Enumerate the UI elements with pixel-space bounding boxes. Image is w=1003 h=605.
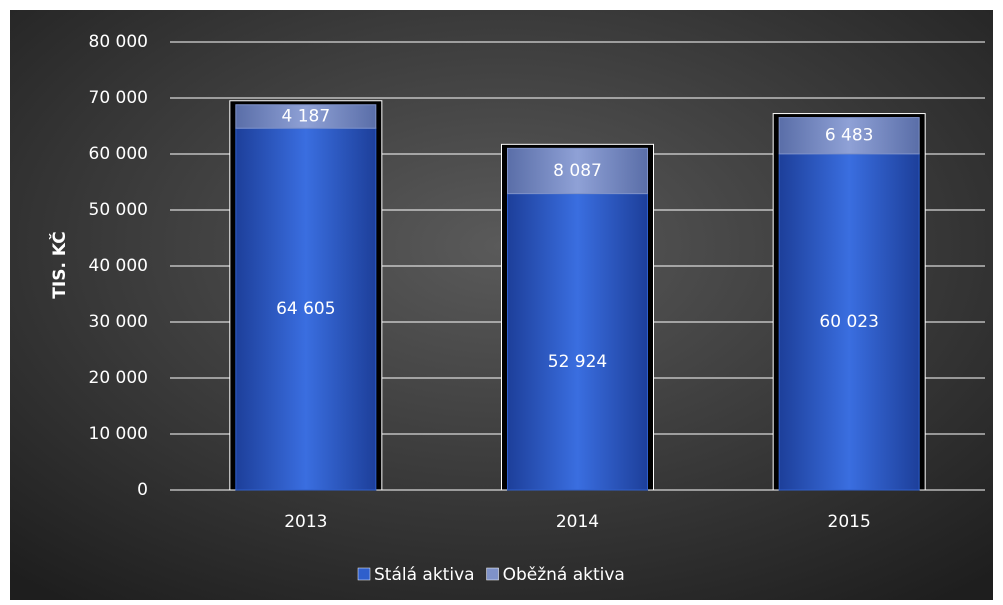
y-tick-label: 40 000 — [89, 256, 148, 276]
y-tick-label: 10 000 — [89, 424, 148, 444]
y-tick-label: 60 000 — [89, 144, 148, 164]
y-tick-label: 80 000 — [89, 32, 148, 52]
data-label: 60 023 — [819, 312, 878, 332]
legend-swatch — [357, 567, 371, 581]
x-tick-label: 2013 — [284, 512, 327, 532]
data-label: 6 483 — [825, 126, 874, 146]
y-tick-label: 20 000 — [89, 368, 148, 388]
y-tick-label: 0 — [137, 480, 148, 500]
bar — [507, 193, 648, 491]
legend-label: Stálá aktiva — [374, 565, 475, 585]
y-tick-label: 50 000 — [89, 200, 148, 220]
x-tick-label: 2014 — [556, 512, 599, 532]
y-tick-label: 30 000 — [89, 312, 148, 332]
data-label: 52 924 — [548, 352, 607, 372]
bar — [778, 117, 920, 155]
x-tick-label: 2015 — [828, 512, 871, 532]
bar — [778, 153, 920, 491]
y-axis-label: TIS. KČ — [48, 231, 70, 298]
data-label: 4 187 — [281, 106, 330, 126]
bar — [507, 147, 648, 195]
bar — [235, 104, 377, 129]
legend-swatch — [486, 567, 499, 581]
bar — [235, 127, 377, 491]
y-tick-label: 70 000 — [89, 88, 148, 108]
data-label: 64 605 — [276, 299, 335, 319]
data-label: 8 087 — [553, 161, 602, 181]
legend-label: Oběžná aktiva — [503, 565, 625, 585]
